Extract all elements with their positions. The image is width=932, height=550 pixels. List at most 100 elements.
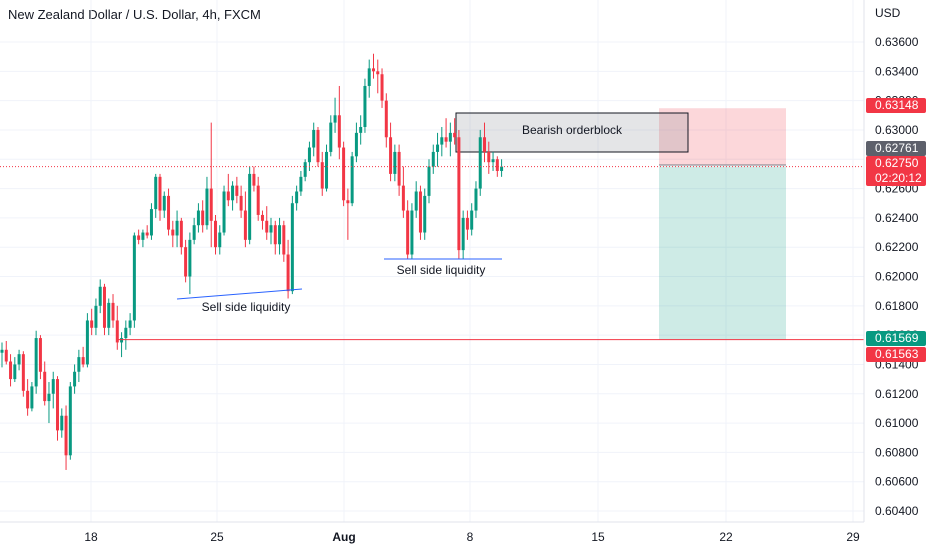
candle <box>60 408 64 438</box>
candle <box>209 122 213 248</box>
candle-body <box>299 176 303 192</box>
candle-body <box>111 302 115 321</box>
candle <box>248 166 252 245</box>
candle-body <box>77 357 81 372</box>
candle-body <box>115 320 119 343</box>
candle <box>474 181 478 218</box>
candle <box>158 173 162 221</box>
candle-body <box>367 68 371 86</box>
candle-body <box>448 132 452 142</box>
candle-body <box>162 195 166 211</box>
candle <box>303 159 307 182</box>
candle-body <box>393 151 397 174</box>
candle-body <box>342 147 346 201</box>
candle <box>154 173 158 218</box>
candle <box>350 151 354 207</box>
candle <box>444 118 448 148</box>
stop-loss-zone <box>659 108 786 165</box>
line-layer: Sell side liquidity Sell side liquidity <box>0 166 864 341</box>
candle <box>239 185 243 218</box>
candle-body <box>359 127 363 133</box>
candle <box>214 214 217 255</box>
candle-body <box>418 191 422 233</box>
candle <box>175 210 179 248</box>
candle <box>384 93 388 148</box>
candle <box>145 225 149 239</box>
candle <box>500 159 504 177</box>
candle <box>243 191 247 248</box>
candle-body <box>312 129 316 148</box>
candle <box>470 203 474 236</box>
candle-body <box>290 203 294 292</box>
candle-body <box>350 156 354 204</box>
candle <box>299 170 303 196</box>
candle-body <box>192 225 196 240</box>
time-axis[interactable]: 18 25 Aug 8 15 22 29 <box>0 521 864 544</box>
candle <box>47 382 51 424</box>
candle-body <box>205 188 209 226</box>
candle <box>102 283 106 336</box>
candle <box>453 118 457 145</box>
candle <box>222 185 226 236</box>
candle <box>397 144 401 196</box>
candle-body <box>30 386 34 409</box>
candle-body <box>90 320 94 328</box>
candle-body <box>278 225 282 245</box>
price-tag <box>866 347 926 362</box>
candle-body <box>320 162 324 189</box>
price-tag-label: 0.61563 <box>875 347 919 361</box>
candle <box>320 151 324 196</box>
price-tag-label: 0.63148 <box>875 98 919 112</box>
price-tag-label: 0.62750 <box>875 156 919 170</box>
candle-body <box>397 151 401 186</box>
candle <box>141 229 145 248</box>
candle <box>111 294 115 328</box>
candle <box>312 122 316 157</box>
y-tick-label: 0.61000 <box>875 416 919 430</box>
candle-body <box>209 188 213 221</box>
candle <box>371 53 375 79</box>
y-tick-label: 0.61800 <box>875 299 919 313</box>
candle-body <box>188 239 192 277</box>
candle-body <box>307 147 311 163</box>
candle <box>354 122 358 163</box>
candle <box>273 220 277 255</box>
candle-body <box>401 185 405 211</box>
candle <box>478 129 482 196</box>
candle-body <box>465 217 469 230</box>
candle-body <box>26 390 30 409</box>
candle-body <box>256 185 260 215</box>
candle <box>295 185 299 211</box>
candle <box>282 220 286 262</box>
x-tick-label: 8 <box>467 530 474 544</box>
candle-body <box>64 415 68 456</box>
candle-body <box>13 364 17 380</box>
chart-title: New Zealand Dollar / U.S. Dollar, 4h, FX… <box>8 7 261 22</box>
candle <box>491 151 495 171</box>
candle <box>179 217 183 255</box>
orderblock-label: Bearish orderblock <box>522 123 623 137</box>
candle-body <box>94 305 98 328</box>
candle <box>51 371 55 409</box>
candle-body <box>380 74 384 101</box>
candle <box>4 340 8 365</box>
candle <box>184 239 188 283</box>
candle <box>483 122 487 163</box>
candle-body <box>491 159 495 163</box>
candle <box>34 330 38 394</box>
candle-body <box>243 210 247 240</box>
candle <box>278 217 282 255</box>
price-tag <box>866 98 926 113</box>
orderblock-box <box>455 112 689 153</box>
candle <box>132 232 136 328</box>
candle-body <box>137 235 141 240</box>
candle-body <box>384 100 388 138</box>
candle <box>162 191 166 218</box>
candle-body <box>423 195 427 233</box>
x-tick-label: 29 <box>846 530 860 544</box>
price-axis[interactable]: USD0.636000.634000.632000.630000.628000.… <box>863 0 919 522</box>
candle <box>389 122 393 182</box>
candle-body <box>171 229 175 236</box>
candle <box>410 203 414 259</box>
